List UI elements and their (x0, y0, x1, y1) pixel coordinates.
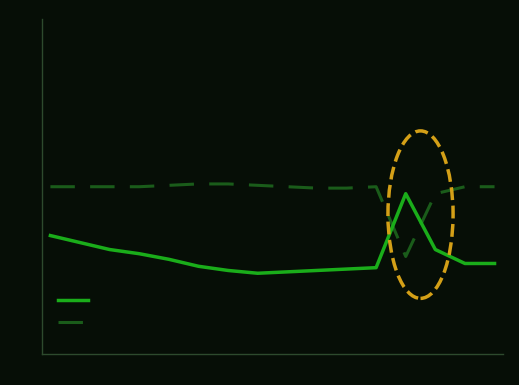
Legend: , : , (58, 294, 99, 330)
